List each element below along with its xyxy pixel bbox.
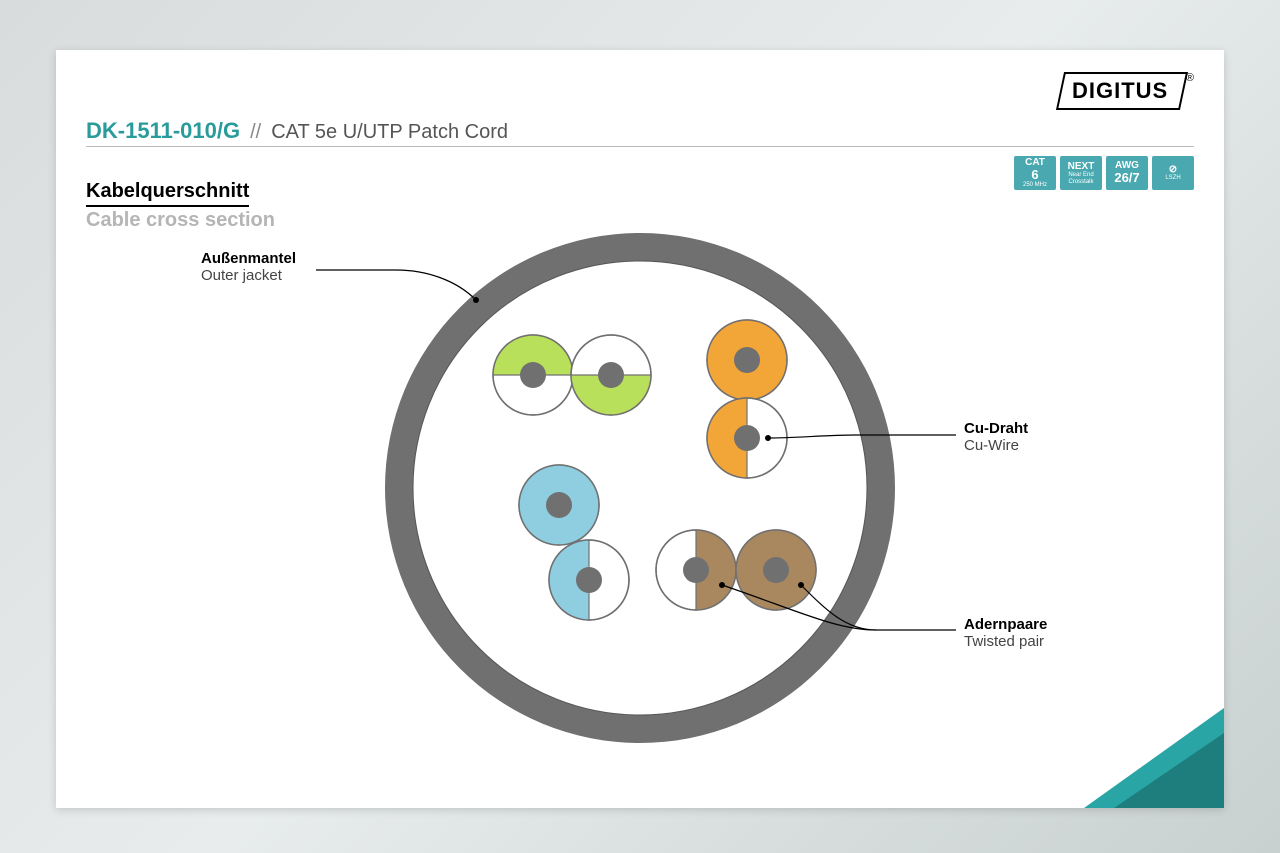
label-en: Outer jacket <box>201 267 296 284</box>
separator: // <box>250 121 261 144</box>
header-row: DK-1511-010/G // CAT 5e U/UTP Patch Cord <box>86 118 508 144</box>
label-en: Cu-Wire <box>964 437 1028 454</box>
label-de: Adernpaare <box>964 616 1047 633</box>
spec-badge: AWG26/7 <box>1106 156 1148 190</box>
corner-accent <box>1044 688 1224 808</box>
spec-badge: CAT6250 MHz <box>1014 156 1056 190</box>
label-de: Cu-Draht <box>964 420 1028 437</box>
spec-badge: NEXTNear End Crosstalk <box>1060 156 1102 190</box>
brand-text: DIGITUS <box>1072 78 1168 104</box>
header-divider <box>86 146 1194 147</box>
spec-badges: CAT6250 MHzNEXTNear End CrosstalkAWG26/7… <box>1014 156 1194 190</box>
brand-logo: DIGITUS® <box>1060 72 1194 110</box>
spec-badge: ⊘LSZH <box>1152 156 1194 190</box>
sku-text: DK-1511-010/G <box>86 118 240 144</box>
section-title-de: Kabelquerschnitt <box>86 180 249 207</box>
diagram-label-cu_wire: Cu-DrahtCu-Wire <box>964 420 1028 454</box>
section-title: Kabelquerschnitt Cable cross section <box>86 180 275 232</box>
diagram-label-twisted_pair: AdernpaareTwisted pair <box>964 616 1047 650</box>
label-de: Außenmantel <box>201 250 296 267</box>
label-en: Twisted pair <box>964 633 1047 650</box>
page-container: DIGITUS® DK-1511-010/G // CAT 5e U/UTP P… <box>56 50 1224 808</box>
product-name: CAT 5e U/UTP Patch Cord <box>271 121 508 144</box>
section-title-en: Cable cross section <box>86 209 275 232</box>
diagram-label-outer_jacket: AußenmantelOuter jacket <box>201 250 296 284</box>
